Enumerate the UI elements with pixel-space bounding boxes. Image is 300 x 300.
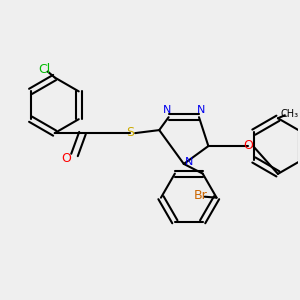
Text: O: O: [243, 139, 253, 152]
Text: S: S: [126, 126, 134, 139]
Text: N: N: [184, 157, 193, 167]
Text: Br: Br: [194, 189, 208, 202]
Text: N: N: [197, 105, 205, 115]
Text: CH₃: CH₃: [281, 109, 299, 119]
Text: O: O: [61, 152, 71, 165]
Text: Cl: Cl: [39, 63, 51, 76]
Text: N: N: [162, 105, 171, 115]
